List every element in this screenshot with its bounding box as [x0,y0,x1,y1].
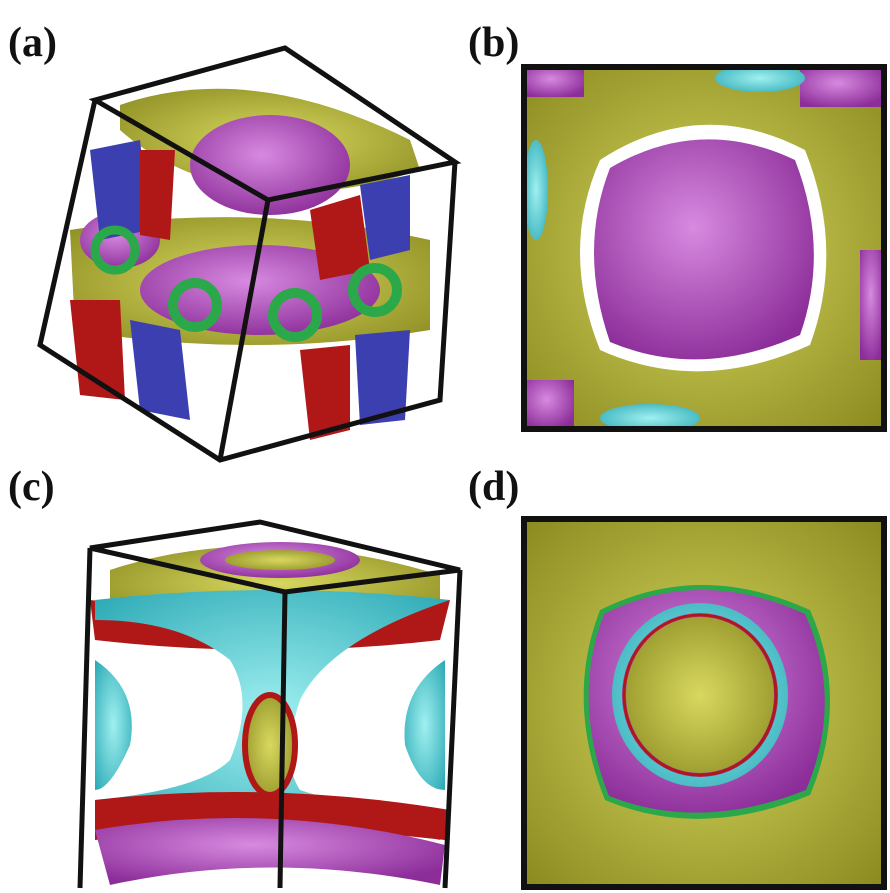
panel-label: (b) [468,20,519,66]
panel-label: (a) [8,20,57,66]
panel-a [37,45,462,463]
panel-b [521,64,887,432]
panel-c [77,519,463,889]
panel-label: (c) [8,464,55,510]
panel-label: (d) [468,464,519,510]
panel-d [521,516,887,890]
